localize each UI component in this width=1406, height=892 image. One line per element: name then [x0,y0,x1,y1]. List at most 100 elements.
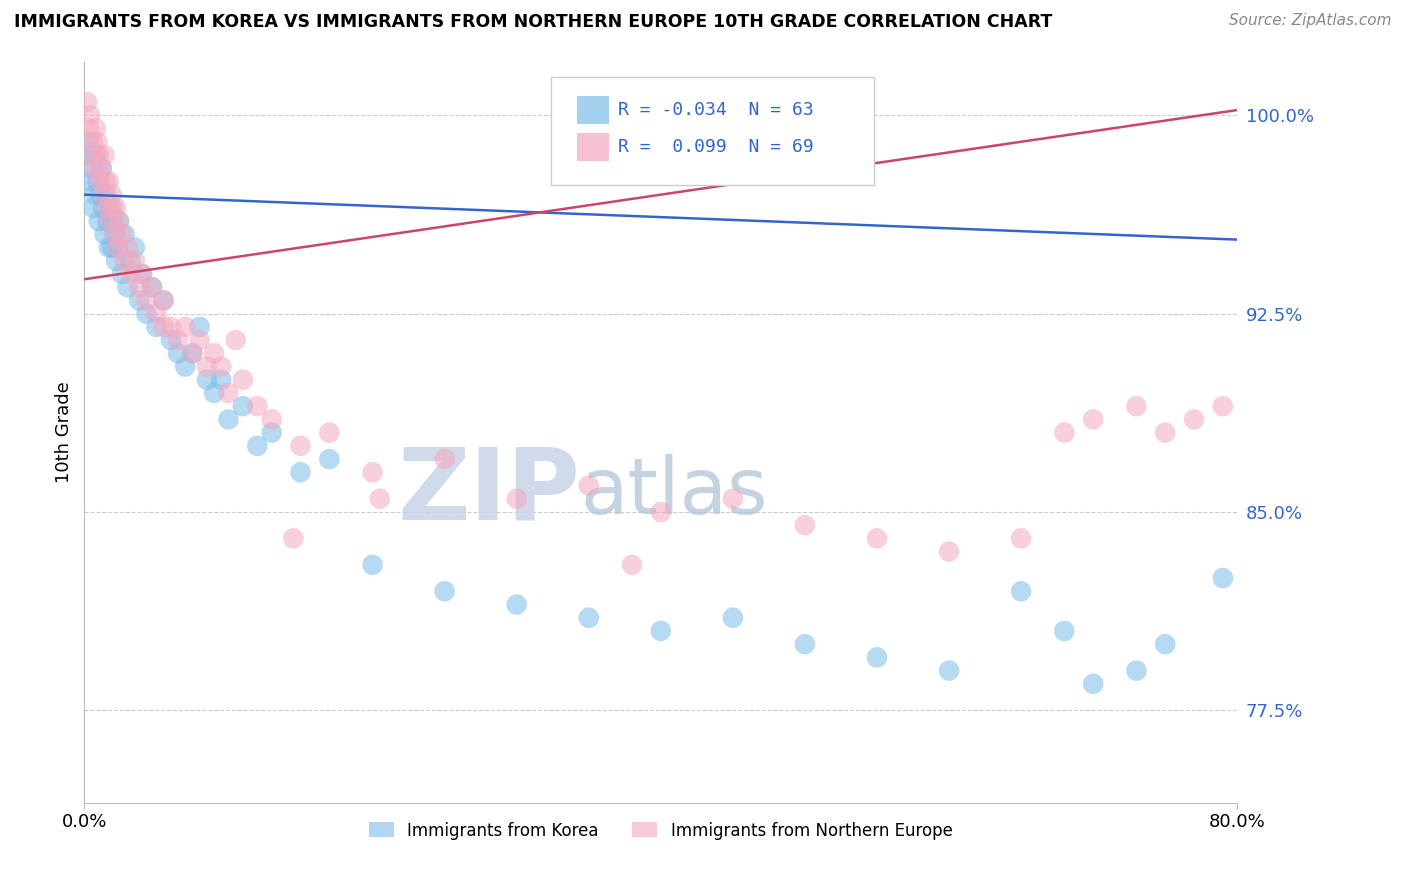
Point [152,293,174,308]
Point [361,465,384,479]
Point [97,174,120,188]
Point [167,333,190,347]
Point [120,253,142,268]
Point [107,241,129,255]
Point [83,161,105,176]
Point [938,664,960,678]
Point [232,373,254,387]
Point [104,227,127,242]
Point [188,333,211,347]
Point [141,280,163,294]
Point [90,161,112,176]
Point [866,650,889,665]
Point [506,598,529,612]
Point [94,187,117,202]
Point [94,174,117,188]
Point [117,280,139,294]
Point [89,187,111,202]
Point [209,373,232,387]
Point [145,307,167,321]
Point [111,227,134,242]
Point [794,518,817,533]
Point [195,373,218,387]
Point [91,201,114,215]
Point [650,505,672,519]
Point [86,135,108,149]
Point [152,293,174,308]
Y-axis label: 10th Grade: 10th Grade [55,382,73,483]
Point [1053,425,1076,440]
Point [160,333,183,347]
Point [167,346,190,360]
Point [79,174,101,188]
Point [368,491,391,506]
Text: Source: ZipAtlas.com: Source: ZipAtlas.com [1229,13,1392,29]
Bar [576,133,609,161]
Point [938,544,960,558]
Point [93,148,115,162]
Point [76,148,98,162]
Point [82,135,104,149]
Point [86,174,108,188]
Point [114,253,136,268]
Point [103,201,124,215]
Point [1154,637,1177,651]
Point [91,187,114,202]
Point [1010,532,1032,546]
Point [361,558,384,572]
Point [108,214,131,228]
Point [433,452,456,467]
Point [1154,425,1177,440]
Text: R = -0.034  N = 63: R = -0.034 N = 63 [619,101,814,119]
Text: IMMIGRANTS FROM KOREA VS IMMIGRANTS FROM NORTHERN EUROPE 10TH GRADE CORRELATION : IMMIGRANTS FROM KOREA VS IMMIGRANTS FROM… [14,13,1053,31]
Point [89,174,111,188]
Point [283,532,305,546]
Point [108,214,131,228]
Text: R =  0.099  N = 69: R = 0.099 N = 69 [619,138,814,156]
Point [433,584,456,599]
Point [866,532,889,546]
Point [318,452,340,467]
Point [114,227,136,242]
Point [87,214,110,228]
Point [621,558,644,572]
Point [202,346,225,360]
Point [77,121,100,136]
Point [124,253,146,268]
Point [794,637,817,651]
Point [124,241,146,255]
Point [111,267,134,281]
Legend: Immigrants from Korea, Immigrants from Northern Europe: Immigrants from Korea, Immigrants from N… [363,815,959,847]
Point [181,346,204,360]
Point [96,214,118,228]
Point [117,241,139,255]
Point [246,439,269,453]
Point [578,478,600,492]
Point [174,359,197,374]
Point [1053,624,1076,638]
Point [103,214,124,228]
Point [1182,412,1205,426]
Point [1083,677,1105,691]
Point [1010,584,1032,599]
Point [135,293,157,308]
Point [79,108,101,122]
Point [1125,399,1147,413]
Point [174,319,197,334]
Text: atlas: atlas [581,454,768,530]
Point [84,148,107,162]
Point [107,241,129,255]
Point [209,359,232,374]
Point [225,333,247,347]
Point [98,214,121,228]
Point [141,280,163,294]
FancyBboxPatch shape [551,78,875,185]
Point [131,267,153,281]
Point [721,611,744,625]
Point [128,280,150,294]
Text: ZIP: ZIP [398,443,581,541]
Point [721,491,744,506]
Point [131,267,153,281]
Point [1125,664,1147,678]
Point [105,201,128,215]
